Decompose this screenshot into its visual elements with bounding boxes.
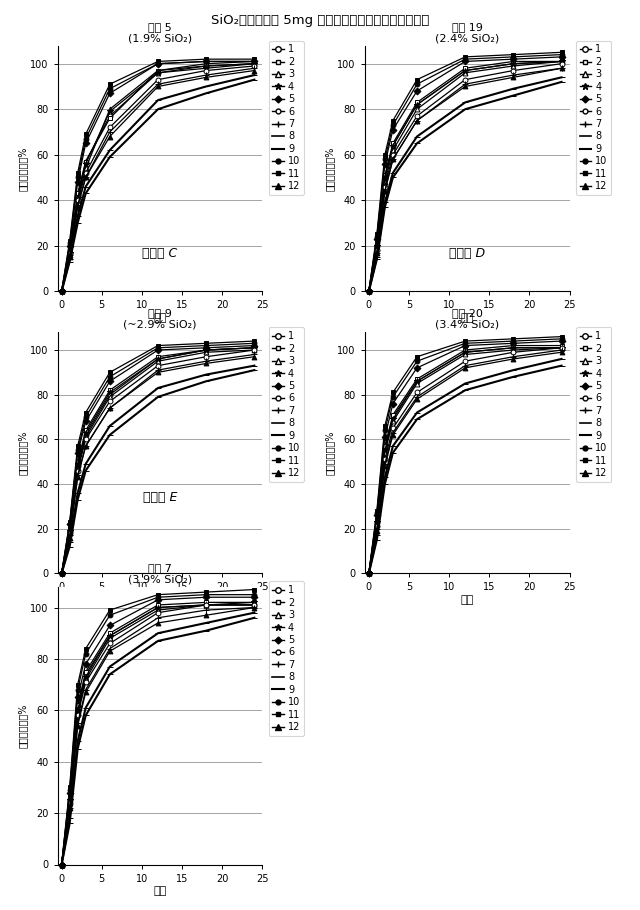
Text: パネル C: パネル C: [142, 247, 178, 260]
X-axis label: 時間: 時間: [154, 886, 166, 896]
Legend: 1, 2, 3, 4, 5, 6, 7, 8, 9, 10, 11, 12: 1, 2, 3, 4, 5, 6, 7, 8, 9, 10, 11, 12: [269, 41, 304, 195]
X-axis label: 時間: 時間: [154, 595, 166, 605]
Title: 製剤 19
(2.4% SiO₂): 製剤 19 (2.4% SiO₂): [435, 22, 499, 44]
X-axis label: 時間: 時間: [461, 595, 474, 605]
Y-axis label: 累積薬物放出%: 累積薬物放出%: [324, 430, 335, 475]
Legend: 1, 2, 3, 4, 5, 6, 7, 8, 9, 10, 11, 12: 1, 2, 3, 4, 5, 6, 7, 8, 9, 10, 11, 12: [269, 581, 304, 736]
Text: パネル E: パネル E: [143, 490, 177, 503]
Title: 製剤 5
(1.9% SiO₂): 製剤 5 (1.9% SiO₂): [128, 22, 192, 44]
Y-axis label: 累積薬物放出%: 累積薬物放出%: [324, 147, 335, 190]
X-axis label: 時間: 時間: [154, 313, 166, 323]
X-axis label: 時間: 時間: [461, 313, 474, 323]
Title: 製剤 7
(3.9% SiO₂): 製剤 7 (3.9% SiO₂): [128, 563, 192, 585]
Legend: 1, 2, 3, 4, 5, 6, 7, 8, 9, 10, 11, 12: 1, 2, 3, 4, 5, 6, 7, 8, 9, 10, 11, 12: [576, 328, 611, 481]
Legend: 1, 2, 3, 4, 5, 6, 7, 8, 9, 10, 11, 12: 1, 2, 3, 4, 5, 6, 7, 8, 9, 10, 11, 12: [269, 328, 304, 481]
Title: 製剤 20
(3.4% SiO₂): 製剤 20 (3.4% SiO₂): [435, 308, 499, 330]
Title: 製剤 9
(~2.9% SiO₂): 製剤 9 (~2.9% SiO₂): [124, 308, 196, 330]
Text: SiO₂上昇に伴う 5mg のオキシコドン製剤の試料変動: SiO₂上昇に伴う 5mg のオキシコドン製剤の試料変動: [211, 14, 429, 26]
Text: パネル D: パネル D: [449, 247, 485, 260]
Y-axis label: 累積薬物放出%: 累積薬物放出%: [17, 147, 28, 190]
Y-axis label: 累積薬物放出%: 累積薬物放出%: [17, 703, 28, 748]
Legend: 1, 2, 3, 4, 5, 6, 7, 8, 9, 10, 11, 12: 1, 2, 3, 4, 5, 6, 7, 8, 9, 10, 11, 12: [576, 41, 611, 195]
Y-axis label: 累積薬物放出%: 累積薬物放出%: [17, 430, 28, 475]
